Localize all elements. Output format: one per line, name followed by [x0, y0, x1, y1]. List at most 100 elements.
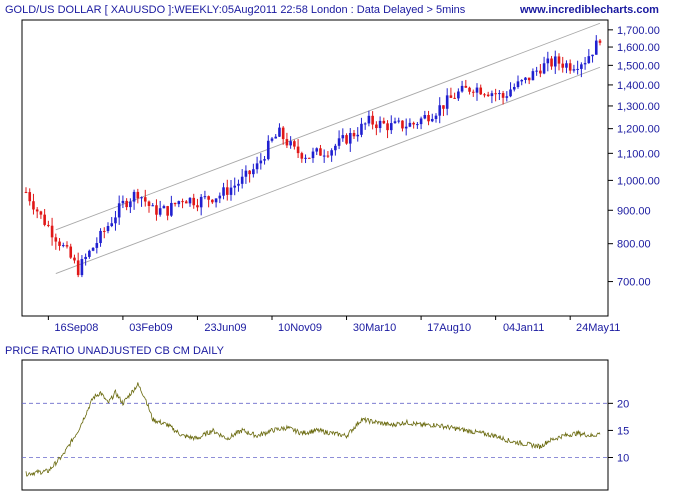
candle-body	[266, 140, 270, 160]
candle-body	[330, 150, 333, 156]
candle-body	[568, 63, 572, 71]
candle-body	[54, 237, 58, 242]
candle-body	[32, 201, 35, 210]
candle-body	[248, 170, 251, 175]
candle-body	[524, 77, 527, 81]
candle-body	[147, 201, 151, 206]
candle-body	[240, 176, 244, 184]
candle-body	[315, 148, 319, 152]
candle-body	[345, 135, 348, 144]
candle-body	[88, 250, 91, 257]
candle	[594, 35, 598, 55]
candle-body	[102, 230, 106, 232]
candle-body	[61, 245, 65, 247]
candle-body	[289, 141, 292, 146]
candle	[281, 126, 285, 145]
candle-body	[211, 199, 214, 203]
candle-body	[252, 169, 255, 175]
candle	[263, 155, 266, 165]
candle	[155, 199, 158, 221]
candle-body	[307, 157, 311, 159]
candle-body	[300, 153, 304, 159]
candle-body	[430, 118, 434, 122]
date-tick-label: 03Feb09	[129, 322, 172, 334]
candle	[468, 86, 471, 95]
candle-body	[233, 185, 237, 188]
candle-body	[203, 196, 207, 198]
candle	[315, 147, 319, 156]
candle-body	[382, 120, 386, 124]
candle-body	[334, 145, 337, 151]
price-panel-frame	[21, 19, 609, 317]
candle-body	[471, 91, 475, 93]
candle-body	[408, 122, 412, 127]
candle	[348, 128, 352, 152]
candle-body	[457, 91, 460, 99]
price-tick-label: 1,200.00	[617, 124, 660, 136]
candle	[54, 233, 58, 250]
candle	[520, 79, 524, 86]
candle	[88, 249, 91, 259]
candle	[300, 151, 304, 163]
candle	[114, 211, 117, 231]
candle-body	[494, 93, 497, 95]
candle-body	[170, 202, 173, 216]
candle	[244, 165, 248, 184]
candle	[542, 56, 546, 75]
candle-body	[259, 160, 263, 164]
candle-body	[352, 132, 356, 137]
candle-body	[360, 123, 363, 135]
channel-lines	[55, 22, 601, 274]
candle-body	[416, 124, 419, 126]
candle	[583, 56, 587, 70]
ratio-tick-label: 20	[617, 398, 629, 410]
candle	[326, 151, 330, 158]
candle-body	[546, 58, 550, 64]
candle	[106, 222, 110, 234]
site-watermark: www.incrediblecharts.com	[519, 4, 659, 16]
candle-body	[412, 122, 415, 125]
candle	[330, 148, 333, 162]
candle-body	[404, 126, 408, 129]
candle-body	[460, 85, 464, 92]
candle	[136, 188, 140, 204]
candle-body	[281, 127, 285, 140]
candle	[117, 195, 121, 225]
candle	[501, 90, 505, 105]
candle	[457, 88, 460, 101]
candle	[375, 121, 378, 136]
price-tick-label: 1,300.00	[617, 101, 660, 113]
candle-body	[319, 148, 322, 156]
ratio-tick-label: 10	[617, 453, 629, 465]
candle-body	[561, 63, 565, 68]
candle	[386, 120, 389, 139]
candle-body	[255, 163, 259, 170]
candle-body	[572, 69, 576, 71]
date-tick-label: 24May11	[576, 322, 620, 334]
candle	[580, 62, 583, 78]
candle	[192, 193, 196, 209]
candle	[598, 39, 602, 46]
candle-body	[24, 191, 28, 193]
candle-body	[184, 201, 188, 204]
candle-body	[378, 120, 382, 129]
candle	[367, 110, 371, 127]
candle	[352, 130, 356, 140]
candle-body	[498, 93, 501, 95]
candle	[524, 77, 527, 84]
candle-body	[550, 58, 553, 67]
candle-body	[166, 206, 169, 216]
candle	[553, 50, 557, 74]
candle	[401, 120, 404, 132]
ratio-series-line	[25, 382, 601, 477]
candle	[35, 207, 39, 219]
candle-body	[542, 63, 546, 74]
ratio-y-axis: 10 15 20	[608, 398, 629, 465]
candle-body	[270, 138, 274, 141]
candle	[416, 122, 419, 129]
candle	[471, 89, 475, 97]
candle-body	[427, 115, 430, 122]
candle-body	[401, 120, 404, 129]
